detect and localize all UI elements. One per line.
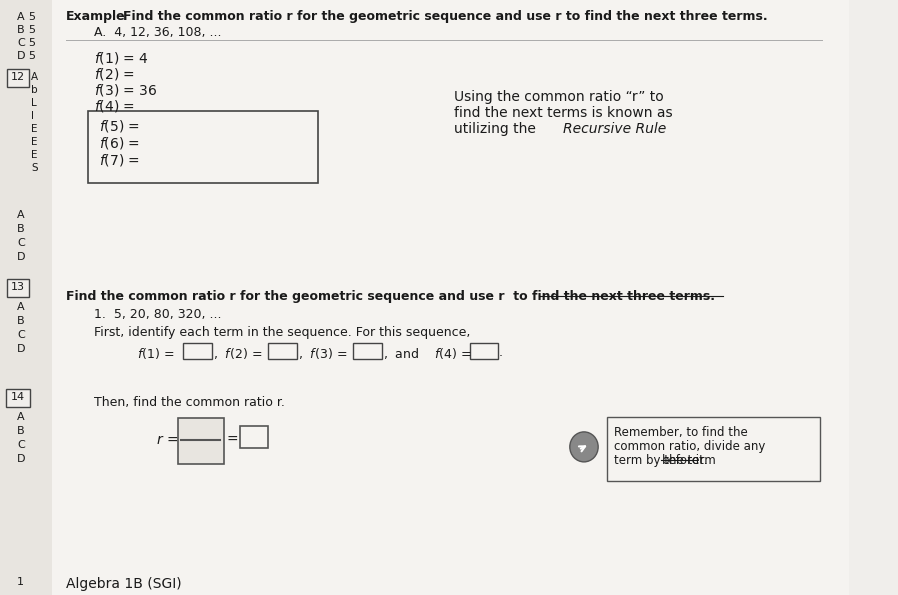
Text: A: A [17,302,24,312]
Text: term by the term: term by the term [614,454,719,467]
Text: C: C [17,330,25,340]
Text: Remember, to find the: Remember, to find the [614,426,748,439]
FancyBboxPatch shape [178,418,224,464]
Text: B: B [17,25,24,35]
Text: ,  and    $f$(4) =: , and $f$(4) = [383,346,471,361]
Text: B: B [17,316,24,326]
FancyBboxPatch shape [5,389,31,407]
Text: 1.  5, 20, 80, 320, ...: 1. 5, 20, 80, 320, ... [94,308,222,321]
Text: C: C [17,440,25,450]
Text: 12: 12 [11,72,25,82]
Text: 13: 13 [11,282,25,292]
Text: $f$(1) =: $f$(1) = [137,346,174,361]
FancyBboxPatch shape [240,426,269,448]
Text: C: C [17,38,25,48]
Text: D: D [17,454,25,464]
Text: E: E [31,150,38,160]
Text: I: I [31,111,34,121]
Text: B: B [17,224,24,234]
Text: $f$(7) =: $f$(7) = [99,152,140,168]
Text: it.: it. [691,454,708,467]
Text: D: D [17,51,25,61]
Text: A: A [17,210,24,220]
Text: Then, find the common ratio r.: Then, find the common ratio r. [94,396,286,409]
Text: Using the common ratio “r” to: Using the common ratio “r” to [453,90,664,104]
Text: 5: 5 [29,25,35,35]
Text: =: = [227,433,238,447]
FancyBboxPatch shape [470,343,498,359]
Text: 5: 5 [29,51,35,61]
Text: $f$(5) =: $f$(5) = [99,118,140,134]
Text: 5: 5 [29,12,35,22]
Text: Example: Example [66,10,126,23]
Text: 1: 1 [17,577,24,587]
Text: E: E [31,124,38,134]
Text: $f$(3) = 36: $f$(3) = 36 [94,82,158,98]
FancyBboxPatch shape [88,111,319,183]
Text: $f$(1) = 4: $f$(1) = 4 [94,50,149,66]
Text: Find the common ratio r for the geometric sequence and use r  to find the next t: Find the common ratio r for the geometri… [66,290,715,303]
Text: E: E [31,137,38,147]
Text: S: S [31,163,38,173]
Text: A: A [17,412,24,422]
FancyBboxPatch shape [0,0,52,595]
Text: find the next terms is known as: find the next terms is known as [453,106,673,120]
Text: A: A [31,72,39,82]
Text: 14: 14 [11,392,25,402]
FancyBboxPatch shape [269,343,296,359]
FancyBboxPatch shape [6,279,30,297]
Text: D: D [17,252,25,262]
Text: A: A [17,12,24,22]
Text: ,  $f$(3) =: , $f$(3) = [297,346,347,361]
Text: b: b [31,85,38,95]
FancyBboxPatch shape [6,69,30,87]
Text: 5: 5 [29,38,35,48]
Circle shape [570,432,598,462]
Text: .: . [499,346,503,359]
Text: B: B [17,426,24,436]
Text: Recursive Rule: Recursive Rule [563,122,666,136]
Text: Find the common ratio r for the geometric sequence and use r to find the next th: Find the common ratio r for the geometri… [123,10,768,23]
FancyBboxPatch shape [52,0,849,595]
Text: $f$(2) =: $f$(2) = [94,66,136,82]
FancyBboxPatch shape [354,343,382,359]
Text: $f$(4) =: $f$(4) = [94,98,136,114]
Text: L: L [31,98,37,108]
Text: common ratio, divide any: common ratio, divide any [614,440,766,453]
Text: $f$(6) =: $f$(6) = [99,135,140,151]
Text: First, identify each term in the sequence. For this sequence,: First, identify each term in the sequenc… [94,326,471,339]
Text: C: C [17,238,25,248]
Text: before: before [662,454,700,467]
Text: Algebra 1B (SGI): Algebra 1B (SGI) [66,577,181,591]
Text: ,  $f$(2) =: , $f$(2) = [213,346,262,361]
Text: $r$ =: $r$ = [156,433,178,447]
Text: A.  4, 12, 36, 108, ...: A. 4, 12, 36, 108, ... [94,26,222,39]
Text: utilizing the: utilizing the [453,122,540,136]
Text: D: D [17,344,25,354]
FancyBboxPatch shape [607,417,820,481]
FancyBboxPatch shape [183,343,212,359]
